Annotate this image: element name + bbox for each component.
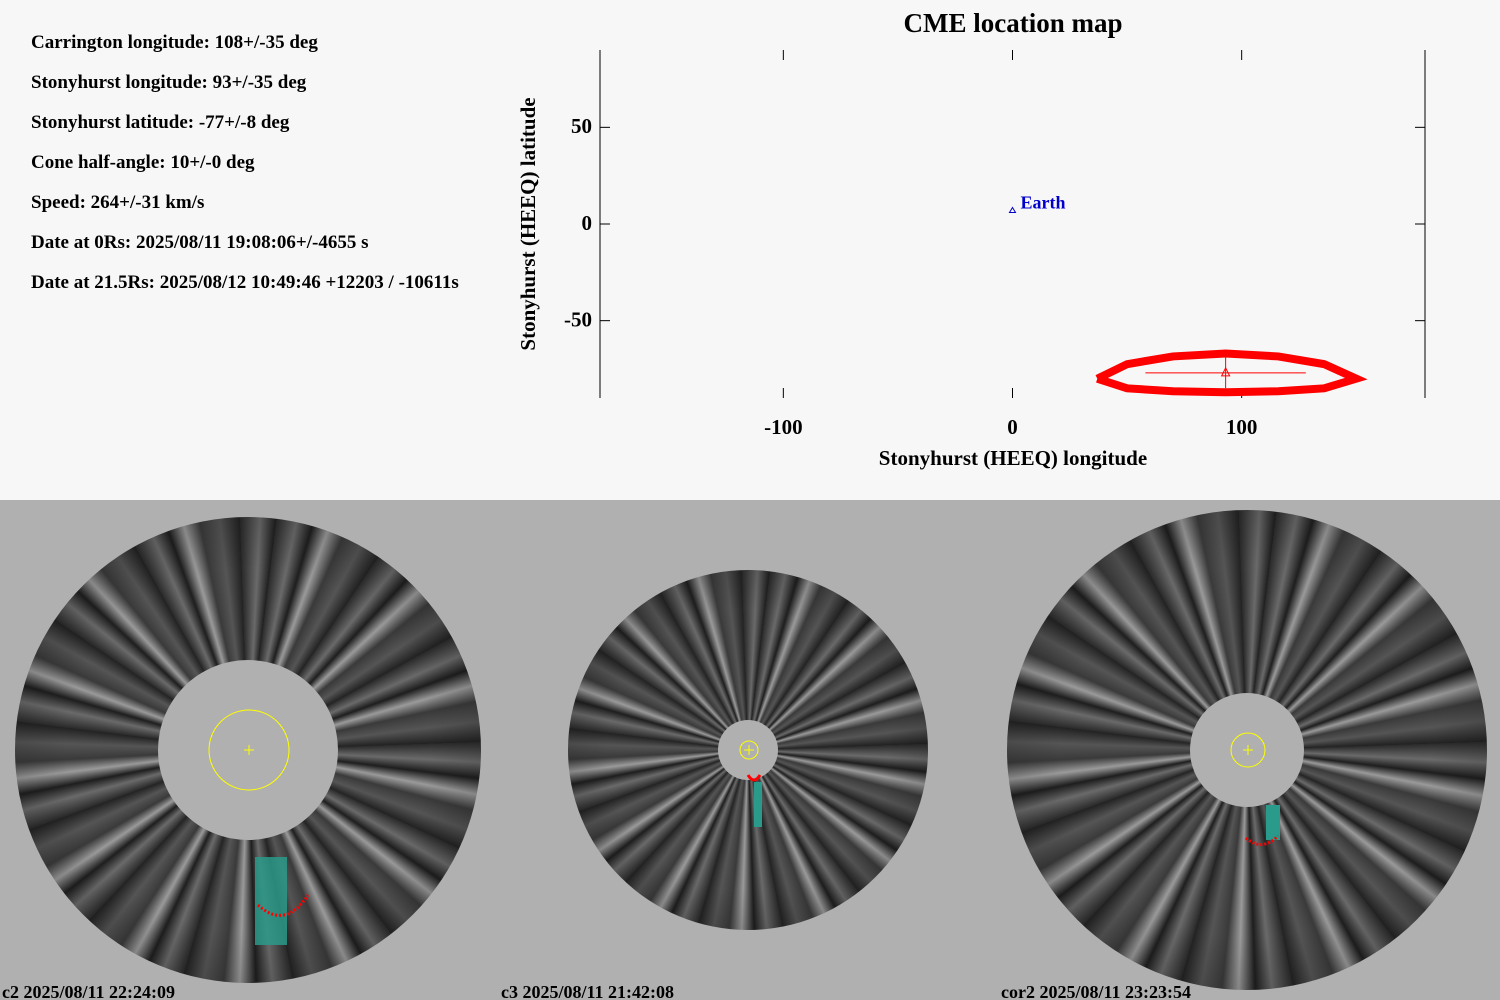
chart-title: CME location map <box>904 8 1123 38</box>
chart: CME location map Stonyhurst (HEEQ) longi… <box>516 8 1426 470</box>
parameter: Stonyhurst latitude: -77+/-8 deg <box>31 112 290 133</box>
y-tick-label: -50 <box>564 307 592 331</box>
parameter: Carrington longitude: 108+/-35 deg <box>31 32 318 53</box>
y-tick-label: 0 <box>582 211 593 235</box>
coronagraph-panel: c2 2025/08/11 22:24:09 c3 2025/08/11 21:… <box>0 500 1500 1000</box>
earth-marker <box>1008 206 1017 213</box>
sun-limb <box>1230 732 1266 768</box>
parameter: Speed: 264+/-31 km/s <box>31 192 205 213</box>
parameter: Date at 21.5Rs: 2025/08/12 10:49:46 +122… <box>31 272 459 293</box>
cme-detection <box>754 782 762 827</box>
y-axis-label: Stonyhurst (HEEQ) latitude <box>516 97 540 350</box>
cme-front <box>746 774 762 782</box>
sun-center <box>1243 745 1253 755</box>
sun-limb <box>739 740 759 760</box>
parameter: Date at 0Rs: 2025/08/11 19:08:06+/-4655 … <box>31 232 369 253</box>
image-caption: c3 2025/08/11 21:42:08 <box>501 982 674 1000</box>
sun-center <box>744 745 754 755</box>
x-tick-label: -100 <box>764 415 803 439</box>
earth-label: Earth <box>1021 193 1066 213</box>
parameter: Stonyhurst longitude: 93+/-35 deg <box>31 72 307 93</box>
y-tick-label: 50 <box>571 114 592 138</box>
image-caption: cor2 2025/08/11 23:23:54 <box>1001 982 1191 1000</box>
cme-front <box>1245 834 1280 846</box>
cme-parameters: Carrington longitude: 108+/-35 deg Stony… <box>31 30 459 310</box>
overlay <box>208 709 1280 945</box>
cme-front <box>256 894 310 917</box>
x-axis-label: Stonyhurst (HEEQ) longitude <box>879 446 1147 470</box>
x-tick-label: 0 <box>1007 415 1018 439</box>
sun-limb <box>208 709 290 791</box>
x-tick-label: 100 <box>1226 415 1258 439</box>
cme-location <box>1220 366 1231 377</box>
image-caption: c2 2025/08/11 22:24:09 <box>2 982 175 1000</box>
parameter: Cone half-angle: 10+/-0 deg <box>31 152 255 173</box>
cone-outline <box>1095 349 1368 397</box>
cme-detection <box>255 857 287 945</box>
sun-center <box>244 745 254 755</box>
cme-detection <box>1266 805 1280 840</box>
